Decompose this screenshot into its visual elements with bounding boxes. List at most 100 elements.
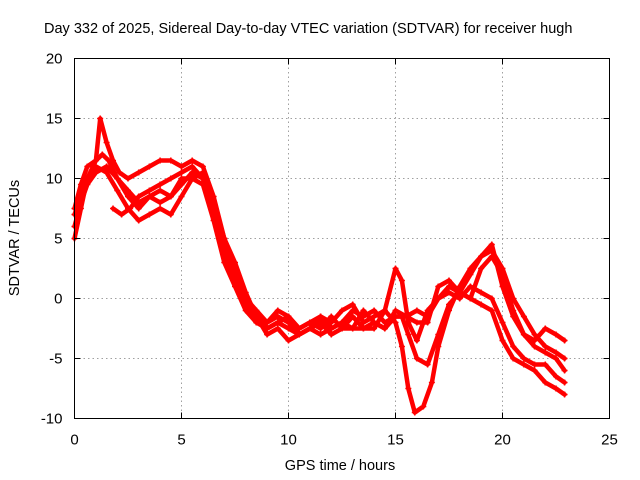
data-point [424, 319, 431, 326]
data-point [339, 307, 345, 314]
data-point [296, 325, 303, 332]
data-point [253, 307, 260, 314]
data-point [398, 277, 405, 284]
x-tick-label: 0 [70, 432, 78, 449]
data-point [413, 355, 420, 362]
data-point [371, 319, 378, 326]
data-point [478, 253, 485, 260]
data-point [328, 331, 335, 338]
data-point [157, 199, 164, 206]
data-point [232, 283, 238, 290]
data-point [114, 175, 121, 182]
data-point [428, 379, 435, 386]
data-point [77, 193, 84, 200]
data-point [403, 313, 410, 320]
data-point [520, 361, 527, 368]
data-point [542, 325, 549, 332]
series-line [72, 164, 567, 415]
x-tick-label: 25 [601, 432, 618, 449]
data-point [135, 169, 142, 176]
data-point [285, 313, 292, 320]
data-point [178, 169, 185, 176]
data-point [499, 271, 506, 278]
y-tick-label: -10 [41, 411, 63, 428]
data-point [105, 157, 112, 164]
data-point [110, 205, 117, 212]
data-point [285, 337, 292, 344]
data-point [392, 319, 399, 326]
data-point [135, 193, 142, 200]
data-point [499, 319, 506, 326]
data-point [253, 313, 260, 320]
data-point [435, 343, 442, 350]
data-point [510, 355, 517, 362]
data-point [446, 307, 452, 314]
data-point [285, 319, 292, 326]
data-point [189, 163, 196, 170]
data-point [531, 337, 538, 344]
grid-lines [74, 58, 610, 419]
y-axis-label: SDTVAR / TECUs [7, 180, 23, 296]
data-point [167, 193, 174, 200]
data-point [510, 307, 517, 314]
data-point [542, 343, 549, 350]
data-point [478, 289, 485, 296]
data-point [118, 211, 125, 218]
data-point [125, 187, 131, 194]
data-point [542, 361, 549, 368]
data-point [405, 385, 412, 392]
data-point [189, 157, 196, 164]
data-point [84, 163, 91, 170]
data-point [371, 307, 378, 314]
data-point [531, 361, 538, 368]
data-point [264, 331, 271, 338]
data-point [488, 307, 495, 314]
data-point [542, 379, 549, 386]
data-point [411, 409, 418, 416]
data-point [371, 313, 378, 320]
data-point [405, 331, 412, 338]
data-point [167, 175, 174, 182]
data-point [398, 343, 405, 350]
y-tick-label: 20 [46, 51, 63, 68]
data-point [561, 355, 568, 362]
data-point [478, 301, 485, 308]
data-point [360, 307, 367, 314]
data-point [328, 325, 335, 332]
data-point [499, 337, 506, 344]
data-point [306, 319, 313, 326]
data-point [92, 157, 99, 164]
data-point [467, 295, 474, 302]
data-point [285, 325, 292, 332]
data-point [413, 307, 420, 314]
data-point [317, 319, 324, 326]
data-point [264, 319, 271, 326]
data-point [317, 313, 324, 320]
x-tick-label: 20 [494, 432, 511, 449]
data-point [167, 211, 174, 218]
data-point [349, 313, 356, 320]
data-point [274, 307, 281, 314]
data-point [553, 373, 559, 380]
data-point [157, 205, 164, 212]
data-point [103, 163, 110, 170]
data-point [127, 205, 134, 212]
data-point [435, 283, 442, 290]
data-point [103, 139, 110, 146]
data-point [381, 307, 388, 314]
data-point [296, 331, 303, 338]
y-tick-label: -5 [49, 351, 62, 368]
data-point [424, 361, 431, 368]
data-point [392, 307, 399, 314]
data-point [99, 151, 106, 158]
x-tick-label: 15 [387, 432, 404, 449]
series-day-5 [110, 163, 568, 344]
series-line [72, 152, 567, 373]
data-point [553, 331, 559, 338]
data-series [71, 115, 568, 416]
data-point [274, 313, 281, 320]
data-point [553, 355, 559, 362]
x-axis: 0 5 10 15 20 25 [70, 58, 618, 449]
data-point [103, 169, 110, 176]
data-point [328, 319, 335, 326]
